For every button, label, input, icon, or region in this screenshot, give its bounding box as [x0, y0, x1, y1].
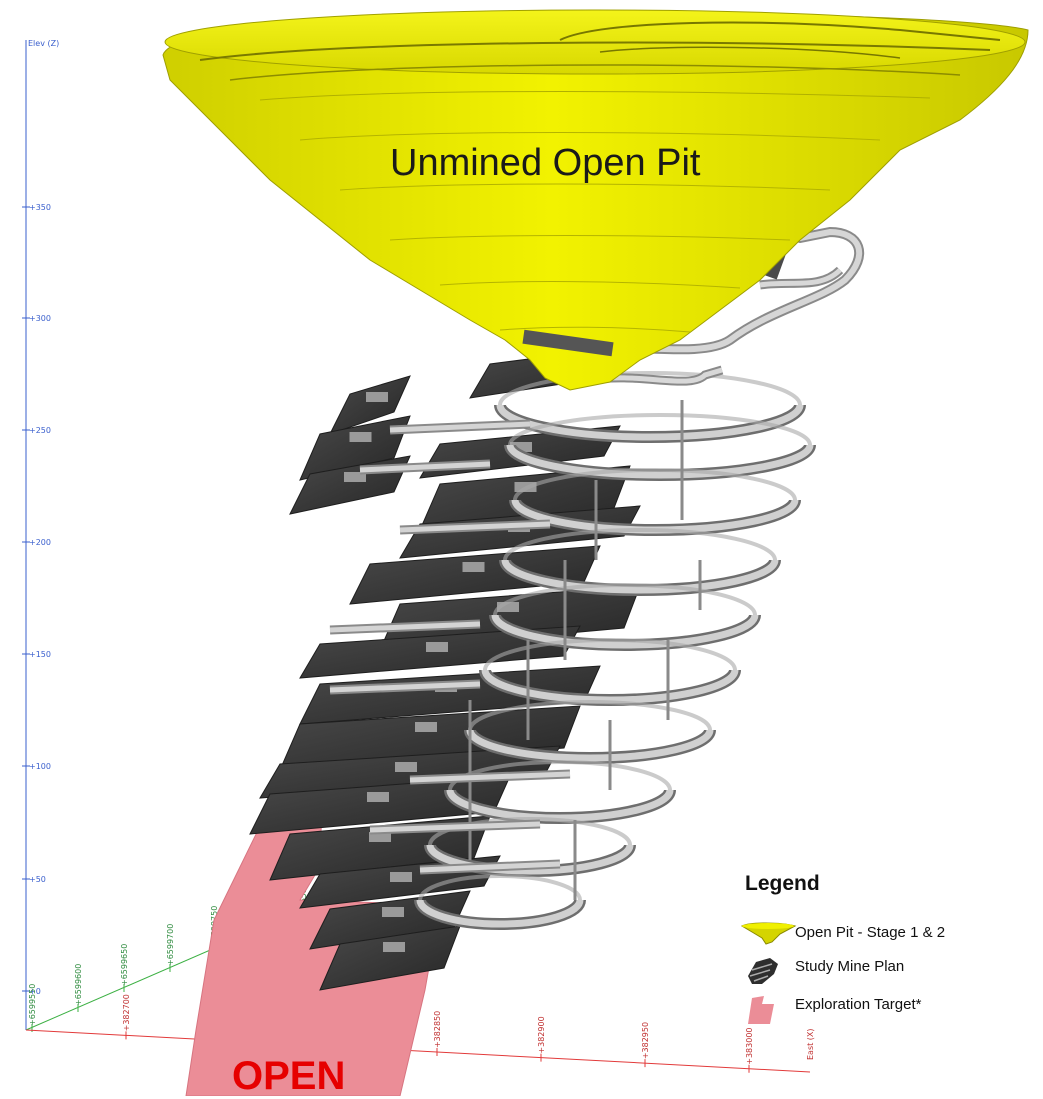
z-tick-label: +50 — [29, 875, 46, 884]
ramp-loop — [491, 614, 759, 649]
ramp-loop-back — [513, 468, 797, 501]
z-axis-title: Elev (Z) — [28, 39, 59, 48]
access-drive — [329, 621, 481, 633]
ramp-loop — [481, 669, 739, 704]
x-axis-title: East (X) — [806, 1028, 815, 1060]
stope-drive — [390, 872, 412, 882]
y-tick-label: +6599600 — [74, 964, 83, 1006]
y-tick-label: +6599650 — [120, 944, 129, 986]
ramp-loop — [416, 899, 584, 928]
ramp-loop-back — [498, 371, 802, 406]
ramp-loop-back — [503, 528, 777, 561]
x-tick-label: +382900 — [537, 1016, 546, 1053]
legend-item-mine-plan: Study Mine Plan — [740, 954, 1030, 984]
stope-drive — [349, 432, 372, 442]
z-tick-label: +150 — [29, 650, 51, 659]
access-drive — [399, 521, 551, 533]
z-tick-label: +100 — [29, 762, 51, 771]
open-label: OPEN — [232, 1054, 346, 1098]
exploration-target-icon — [748, 996, 774, 1024]
ramp-loop — [496, 404, 804, 441]
legend-title: Legend — [745, 872, 820, 895]
stope-drive — [415, 722, 437, 732]
x-tick-label: +383000 — [745, 1027, 754, 1064]
stope-drive — [395, 762, 417, 772]
ramp-loop-back — [493, 583, 757, 616]
open-pit-shape — [162, 9, 1029, 391]
stope-drive — [510, 442, 532, 452]
stope-drive — [367, 792, 389, 802]
stope-drive — [366, 392, 388, 402]
ramp-loop-back — [418, 874, 582, 901]
ramp-loop — [466, 729, 714, 762]
z-tick-label: +250 — [29, 426, 51, 435]
legend-item-open-pit: Open Pit - Stage 1 & 2 — [740, 920, 1030, 948]
access-drive — [359, 461, 491, 473]
legend-label-exploration: Exploration Target* — [795, 996, 922, 1013]
stope-slab — [329, 375, 411, 435]
legend-item-exploration: Exploration Target* — [740, 992, 1030, 1024]
ramp-loop — [446, 789, 674, 822]
access-drive — [409, 771, 571, 783]
stope-drive — [462, 562, 485, 572]
decline-ramp-spiral — [329, 371, 816, 930]
stope-slab — [349, 545, 601, 605]
access-drive — [419, 861, 561, 873]
y-tick-label: +6599550 — [28, 984, 37, 1026]
elevation-axis: Elev (Z) +350 +300 +250 +200 +150 +100 +50 +0 — [22, 39, 59, 1030]
pit-label: Unmined Open Pit — [390, 142, 701, 184]
stope-drive — [383, 942, 405, 952]
z-tick-label: +350 — [29, 203, 51, 212]
mine-plan-icon — [748, 958, 778, 984]
z-tick-label: +200 — [29, 538, 51, 547]
access-drive — [329, 681, 481, 693]
open-pit-icon — [740, 922, 797, 945]
stope-drive — [426, 642, 448, 652]
y-tick-label: +6599700 — [166, 924, 175, 966]
access-drive — [369, 821, 541, 833]
portal-block — [522, 329, 614, 357]
stope-drive — [344, 472, 366, 482]
ramp-loop-back — [428, 817, 632, 846]
ramp-loop-back — [468, 700, 712, 731]
ramp-loop-back — [508, 413, 812, 446]
z-tick-label: +300 — [29, 314, 51, 323]
ramp-loop-back — [483, 638, 737, 671]
stope-slab — [299, 665, 601, 725]
study-mine-plan-stopes — [249, 345, 641, 991]
stope-drive — [382, 907, 404, 917]
legend: Legend Open Pit - Stage 1 & 2 Study Mine… — [740, 872, 1030, 1042]
x-tick-label: +382850 — [433, 1011, 442, 1048]
x-tick-label: +382950 — [641, 1022, 650, 1059]
ramp-loop — [501, 559, 779, 594]
stope-drive — [497, 602, 519, 612]
access-drive — [389, 421, 531, 433]
ramp-loop — [506, 444, 814, 479]
legend-label-open-pit: Open Pit - Stage 1 & 2 — [795, 924, 946, 941]
stope-drive — [369, 832, 391, 842]
ramp-loop — [426, 844, 634, 875]
x-tick-label: +382700 — [122, 994, 131, 1031]
legend-label-mine-plan: Study Mine Plan — [795, 958, 905, 975]
z-tick-label: +0 — [29, 987, 41, 996]
